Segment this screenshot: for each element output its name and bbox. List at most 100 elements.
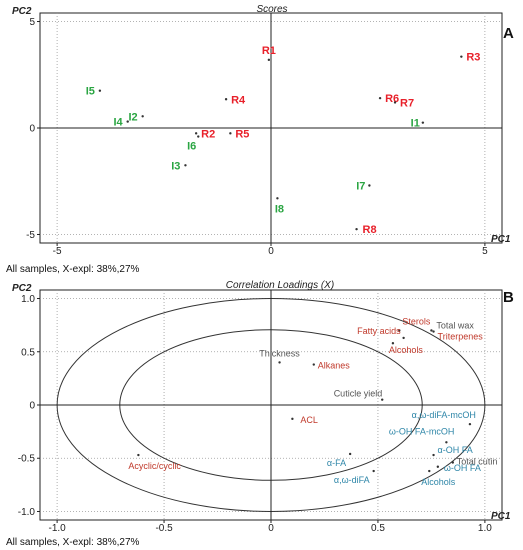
scores-point-label: R6 bbox=[385, 93, 399, 105]
loadings-point-label: α-OH FA bbox=[438, 445, 473, 455]
scores-point-label: I4 bbox=[114, 117, 124, 129]
loadings-point bbox=[291, 417, 294, 421]
loadings-point-label: α,ω-diFA-mcOH bbox=[412, 410, 476, 420]
scores-ylabel: PC2 bbox=[12, 6, 32, 17]
scores-point bbox=[267, 58, 271, 62]
loadings-point-label: α,ω-diFA bbox=[334, 475, 370, 485]
scores-point bbox=[98, 89, 102, 92]
loadings-footer: All samples, X-expl: 38%,27% bbox=[6, 537, 140, 548]
scores-point-label: R4 bbox=[231, 94, 246, 106]
scores-point-label: I1 bbox=[411, 118, 420, 130]
loadings-panel-label: B bbox=[503, 289, 514, 306]
loadings-point-label: ω-OH FA-mcOH bbox=[389, 426, 455, 436]
scores-point-label: R2 bbox=[201, 128, 215, 140]
loadings-x-tick-label: 0 bbox=[268, 523, 274, 534]
loadings-title: Correlation Loadings (X) bbox=[226, 280, 334, 291]
scores-point bbox=[184, 164, 187, 167]
scores-point bbox=[368, 184, 371, 187]
scores-x-tick-label: 5 bbox=[482, 246, 488, 257]
scores-point bbox=[378, 96, 382, 100]
scores-point bbox=[194, 132, 198, 135]
loadings-point bbox=[428, 469, 431, 473]
scores-point-label: R1 bbox=[262, 45, 276, 57]
loadings-point-label: Total cutin bbox=[457, 457, 498, 467]
loadings-axes bbox=[40, 290, 502, 520]
loadings-point-label: α-FA bbox=[327, 458, 346, 468]
loadings-point bbox=[430, 329, 433, 332]
scores-point bbox=[276, 197, 279, 200]
scores-x-tick-label: 0 bbox=[268, 246, 274, 257]
loadings-point-label: Alkanes bbox=[318, 361, 351, 371]
loadings-y-tick-label: -1.0 bbox=[18, 507, 36, 518]
loadings-point-label: Total wax bbox=[436, 320, 474, 330]
loadings-x-tick-label: -0.5 bbox=[155, 523, 173, 534]
loadings-point bbox=[372, 469, 375, 473]
scores-y-tick-label: -5 bbox=[26, 230, 35, 241]
loadings-point bbox=[436, 465, 440, 468]
loadings-point-label: Thickness bbox=[259, 348, 300, 358]
loadings-point bbox=[468, 422, 472, 426]
scores-point-label: I2 bbox=[128, 111, 137, 123]
scores-point-label: I7 bbox=[356, 181, 365, 193]
scores-point-label: I3 bbox=[171, 160, 180, 172]
loadings-y-tick-label: 1.0 bbox=[21, 294, 35, 305]
loadings-point bbox=[432, 330, 435, 333]
loadings-point bbox=[402, 336, 405, 340]
scores-point bbox=[460, 55, 463, 58]
loadings-x-tick-label: 1.0 bbox=[478, 523, 492, 534]
scores-x-tick-label: -5 bbox=[53, 246, 62, 257]
loadings-ylabel: PC2 bbox=[12, 283, 32, 294]
loadings-x-tick-label: -1.0 bbox=[48, 523, 66, 534]
loadings-point bbox=[348, 452, 352, 456]
scores-ticks: -5 0 5 -5 0 5 bbox=[26, 17, 488, 257]
loadings-point bbox=[398, 329, 401, 332]
loadings-xlabel: PC1 bbox=[491, 511, 511, 522]
scores-title: Scores bbox=[256, 4, 287, 15]
loadings-ticks: -1.0 -0.5 0 0.5 1.0 -1.0 -0.5 0 0.5 1.0 bbox=[18, 294, 493, 534]
scores-point bbox=[197, 135, 200, 138]
scores-xlabel: PC1 bbox=[491, 234, 511, 245]
loadings-point bbox=[445, 441, 448, 444]
loadings-point bbox=[278, 361, 281, 364]
loadings-point-label: Alcohols bbox=[421, 477, 456, 487]
scores-point-label: I8 bbox=[275, 203, 284, 215]
scores-points: R1 R2 R3 R4 R5 R6 R7 R8 I1 I2 I3 I4 I5 I6 I7 I8 bbox=[86, 45, 481, 236]
loadings-point-label: ACL bbox=[300, 415, 318, 425]
scores-point bbox=[126, 120, 129, 123]
scores-y-tick-label: 5 bbox=[29, 17, 35, 28]
loadings-point bbox=[391, 342, 395, 345]
loadings-point-label: Cuticle yield bbox=[334, 389, 383, 399]
scores-point-label: I5 bbox=[86, 86, 95, 98]
loadings-x-tick-label: 0.5 bbox=[371, 523, 385, 534]
loadings-point-label: Triterpenes bbox=[438, 332, 484, 342]
loadings-panel: -1.0 -0.5 0 0.5 1.0 -1.0 -0.5 0 0.5 1.0 SterolsFa… bbox=[6, 280, 514, 548]
scores-panel: -5 0 5 -5 0 5 R1 R2 R3 R4 R5 R6 R7 R8 I1 I2 I3 I4 I5 I6 I7 I… bbox=[6, 4, 514, 275]
scores-point bbox=[224, 98, 228, 101]
loadings-point-label: ω-OH FA bbox=[444, 463, 481, 473]
loadings-point bbox=[381, 398, 384, 401]
loadings-point-label: Alcohols bbox=[389, 345, 424, 355]
scores-y-tick-label: 0 bbox=[29, 124, 35, 135]
scores-panel-label: A bbox=[503, 25, 514, 42]
scores-point bbox=[141, 115, 144, 118]
loadings-point-label: Acyclic/cyclic bbox=[128, 461, 181, 471]
scores-point bbox=[355, 227, 358, 231]
scores-point-label: R8 bbox=[363, 224, 377, 236]
scores-axes bbox=[40, 13, 502, 243]
scores-point-label: R5 bbox=[235, 128, 249, 140]
scores-footer: All samples, X-expl: 38%,27% bbox=[6, 264, 140, 275]
loadings-y-tick-label: 0.5 bbox=[21, 347, 35, 358]
loadings-y-tick-label: -0.5 bbox=[18, 454, 36, 465]
loadings-point bbox=[451, 461, 455, 464]
scores-point-label: R7 bbox=[400, 97, 414, 109]
loadings-y-tick-label: 0 bbox=[29, 401, 35, 412]
loadings-point-label: Fatty acids bbox=[357, 326, 401, 336]
scores-point bbox=[229, 132, 232, 135]
loadings-point bbox=[432, 453, 435, 457]
scores-point-label: I6 bbox=[187, 141, 196, 153]
scores-point bbox=[393, 101, 397, 104]
loadings-point bbox=[312, 363, 315, 366]
loadings-point bbox=[137, 453, 140, 457]
